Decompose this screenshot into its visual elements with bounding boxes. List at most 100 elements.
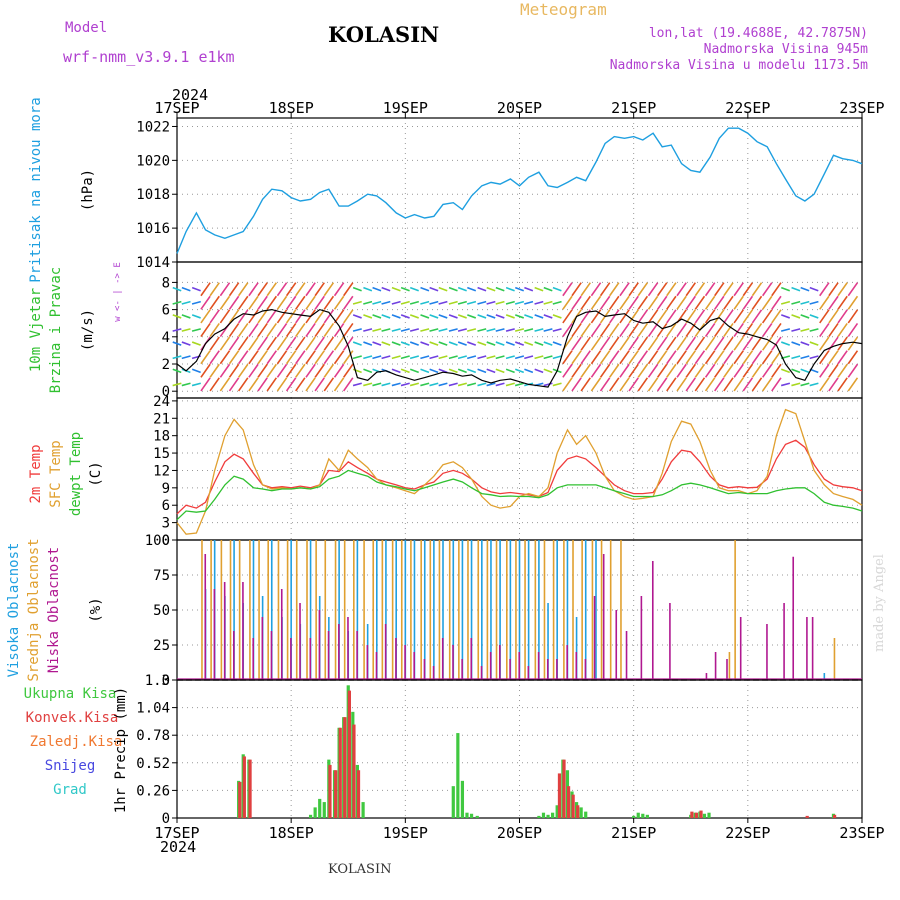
wind-arrow (248, 350, 259, 365)
wind-arrow (733, 282, 744, 297)
wind-arrow (637, 377, 649, 392)
wind-arrow (181, 328, 191, 332)
wind-arrow (363, 286, 373, 292)
wind-arrow (791, 328, 801, 332)
precip-bar (475, 815, 479, 818)
wind-arrow (391, 382, 401, 387)
wind-arrow (352, 314, 362, 319)
wind-arrow (800, 382, 810, 387)
wind-arrow (656, 309, 668, 324)
wind-arrow (391, 355, 401, 360)
x-tick-label-top: 21SEP (611, 99, 656, 117)
wind-arrow (647, 282, 659, 297)
wind-arrow (609, 350, 620, 365)
precip-bar (546, 814, 550, 818)
wind-arrow (543, 328, 553, 332)
wind-arrow (323, 363, 335, 378)
wind-arrow (800, 368, 810, 374)
wind-arrow (828, 377, 839, 392)
wind-arrow (285, 295, 297, 310)
wind-arrow (704, 295, 716, 310)
wind-arrow (800, 328, 810, 332)
wind-arrow (666, 363, 677, 378)
wind-arrow (429, 355, 439, 360)
precip-bar (356, 770, 361, 818)
precip-bar (313, 807, 317, 818)
wind-arrow (751, 295, 763, 310)
wind-arrow (837, 282, 848, 297)
wind-arrow (694, 295, 706, 310)
wind-arrow (694, 336, 706, 351)
wind-arrow (323, 322, 335, 338)
y-tick-label: 1.3 (145, 673, 170, 689)
wind-arrow (543, 286, 553, 292)
wind-arrow (714, 322, 725, 338)
precip-bar (805, 815, 809, 818)
wind-arrow (333, 309, 345, 324)
wind-arrow (237, 309, 249, 324)
wind-arrow (609, 295, 620, 310)
temp-line-2 (176, 469, 863, 521)
x-tick-label-bottom: 22SEP (725, 824, 770, 842)
wind-arrow (524, 341, 534, 346)
wind-arrow (571, 295, 582, 310)
wind-arrow (343, 309, 354, 324)
y-tick-label: 0 (162, 673, 170, 689)
wind-arrow (363, 355, 373, 360)
wind-arrow (191, 382, 201, 387)
wind-arrow (343, 282, 354, 297)
wind-arrow (248, 282, 259, 297)
precip-bar (343, 717, 347, 818)
wind-arrow (791, 341, 801, 346)
wind-arrow (391, 341, 401, 346)
wind-arrow (381, 300, 391, 305)
wind-arrow (276, 350, 288, 365)
wind-arrow (343, 322, 354, 338)
wind-arrow (751, 322, 763, 338)
precip-bar (537, 815, 541, 818)
wind-arrow (248, 363, 259, 378)
wind-arrow (228, 377, 240, 392)
wind-arrow (751, 350, 763, 365)
model-name: wrf-nmm_v3.9.1 e1km (63, 48, 235, 66)
precip-bar (318, 798, 322, 818)
y-tick-label: 0.78 (136, 728, 170, 744)
wind-arrow (714, 295, 725, 310)
precip-bar (334, 770, 338, 818)
wind-arrow (237, 282, 249, 297)
wind-arrow (800, 300, 810, 305)
wind-arrow (637, 322, 649, 338)
precip-legend-3: Snijeg (45, 758, 96, 774)
wind-arrow (181, 314, 191, 319)
wind-arrow (609, 309, 620, 324)
wind-arrow (372, 382, 382, 387)
wind-arrow (257, 322, 268, 338)
wind-arrow (420, 286, 430, 292)
wind-arrow (352, 300, 362, 305)
precip-legend-2: Zaledj.Kisa (30, 734, 123, 750)
wind-arrow (609, 282, 620, 297)
wind-arrow (420, 328, 430, 332)
wind-arrow (486, 355, 496, 360)
wind-arrow (656, 282, 668, 297)
wind-arrow (228, 295, 240, 310)
wind-arrow (409, 382, 420, 387)
y-tick-label: 24 (153, 394, 170, 410)
precip-bar (248, 759, 252, 818)
wind-arrow (295, 350, 306, 365)
wind-arrow (420, 300, 430, 305)
wind-arrow (391, 368, 401, 374)
temp-line-0 (176, 439, 863, 515)
wind-arrow (495, 368, 505, 374)
wind-arrow (714, 377, 725, 392)
wind-arrow (191, 286, 201, 292)
wind-arrow (457, 341, 467, 346)
precip-bar (707, 812, 711, 818)
wind-arrow (733, 309, 744, 324)
wind-arrow (599, 282, 611, 297)
wind-arrow (666, 336, 677, 351)
wind-arrow (552, 286, 562, 292)
precip-bar (551, 812, 555, 818)
wind-arrow (656, 350, 668, 365)
wind-arrow (694, 282, 706, 297)
